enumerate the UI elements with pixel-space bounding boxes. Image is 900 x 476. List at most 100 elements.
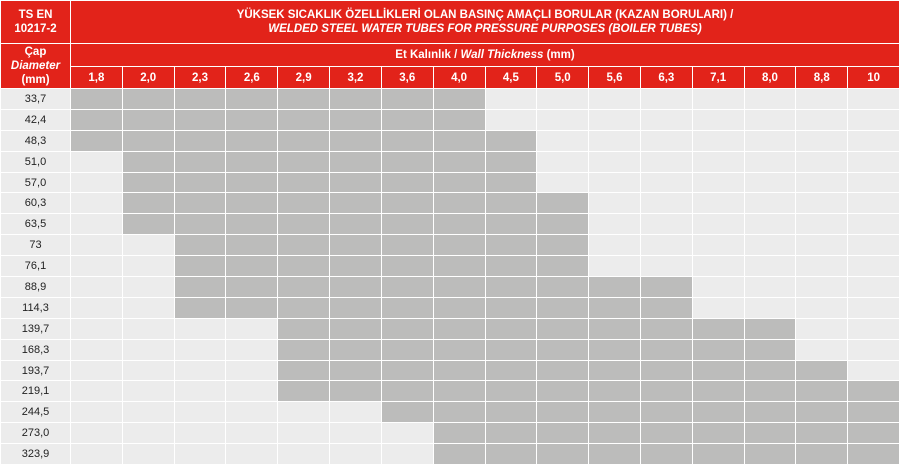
table-row: 323,9 (0, 443, 900, 466)
empty-cell (743, 192, 797, 215)
available-cell (432, 338, 486, 361)
empty-cell (847, 255, 900, 278)
empty-cell (225, 380, 279, 403)
empty-cell (691, 192, 745, 215)
available-cell (380, 296, 434, 319)
available-cell (173, 88, 227, 110)
thickness-tr: Et Kalınlık / (395, 49, 458, 61)
empty-cell (847, 276, 900, 298)
empty-cell (536, 108, 590, 131)
available-cell (173, 296, 227, 319)
available-cell (380, 338, 434, 361)
available-cell (432, 171, 486, 194)
available-cell (432, 213, 486, 236)
available-cell (484, 422, 538, 445)
empty-cell (70, 296, 123, 319)
available-cell (588, 317, 641, 340)
empty-cell (847, 213, 900, 236)
empty-cell (691, 213, 745, 236)
available-cell (588, 380, 641, 403)
available-cell (432, 108, 486, 131)
available-cell (588, 443, 641, 466)
available-cell (329, 129, 382, 152)
empty-cell (70, 213, 123, 236)
available-cell (639, 296, 693, 319)
empty-cell (795, 150, 849, 173)
standard-cell: TS EN 10217-2 (0, 0, 71, 44)
empty-cell (70, 443, 123, 466)
available-cell (743, 338, 797, 361)
thickness-col-header: 8,8 (795, 66, 849, 89)
available-cell (329, 234, 382, 257)
thickness-col-header: 2,0 (121, 66, 175, 89)
available-cell (847, 401, 900, 424)
available-cell (380, 234, 434, 257)
empty-cell (639, 255, 693, 278)
diameter-cell: 244,5 (0, 401, 71, 424)
empty-cell (121, 338, 175, 361)
empty-cell (536, 150, 590, 173)
table-row: 63,5 (0, 213, 900, 236)
empty-cell (847, 234, 900, 257)
available-cell (484, 213, 538, 236)
diameter-cell: 73 (0, 234, 71, 257)
available-cell (691, 338, 745, 361)
available-cell (121, 129, 175, 152)
empty-cell (847, 338, 900, 361)
diameter-cell: 273,0 (0, 422, 71, 445)
available-cell (639, 422, 693, 445)
available-cell (484, 171, 538, 194)
available-cell (484, 317, 538, 340)
available-cell (121, 171, 175, 194)
empty-cell (795, 255, 849, 278)
empty-cell (847, 88, 900, 110)
empty-cell (691, 296, 745, 319)
available-cell (484, 401, 538, 424)
available-cell (380, 255, 434, 278)
available-cell (743, 317, 797, 340)
available-cell (225, 213, 279, 236)
table-row: 76,1 (0, 255, 900, 278)
available-cell (639, 401, 693, 424)
table-row: 60,3 (0, 192, 900, 215)
empty-cell (847, 129, 900, 152)
available-cell (121, 192, 175, 215)
empty-cell (121, 401, 175, 424)
available-cell (380, 88, 434, 110)
available-cell (121, 88, 175, 110)
available-cell (173, 192, 227, 215)
available-cell (277, 150, 331, 173)
empty-cell (743, 150, 797, 173)
table-row: 114,3 (0, 296, 900, 319)
empty-cell (588, 171, 641, 194)
available-cell (588, 338, 641, 361)
thickness-col-header: 7,1 (691, 66, 745, 89)
available-cell (329, 88, 382, 110)
empty-cell (639, 234, 693, 257)
available-cell (432, 88, 486, 110)
empty-cell (277, 401, 331, 424)
empty-cell (795, 338, 849, 361)
empty-cell (639, 213, 693, 236)
available-cell (173, 150, 227, 173)
diameter-cell: 57,0 (0, 171, 71, 194)
empty-cell (536, 171, 590, 194)
empty-cell (70, 234, 123, 257)
diameter-cell: 88,9 (0, 276, 71, 298)
available-cell (484, 129, 538, 152)
empty-cell (588, 234, 641, 257)
table-body: 33,7 42,4 48,3 51,0 57,0 60,3 63,5 73 76,1 88,9 11… (0, 88, 900, 466)
empty-cell (639, 150, 693, 173)
available-cell (639, 276, 693, 298)
table-row: 33,7 (0, 88, 900, 110)
empty-cell (225, 443, 279, 466)
empty-cell (70, 401, 123, 424)
empty-cell (588, 192, 641, 215)
diameter-cell: 323,9 (0, 443, 71, 466)
available-cell (484, 359, 538, 382)
available-cell (277, 213, 331, 236)
available-cell (536, 296, 590, 319)
empty-cell (70, 338, 123, 361)
empty-cell (121, 317, 175, 340)
title-tr: YÜKSEK SICAKLIK ÖZELLİKLERİ OLAN BASINÇ … (236, 9, 734, 21)
